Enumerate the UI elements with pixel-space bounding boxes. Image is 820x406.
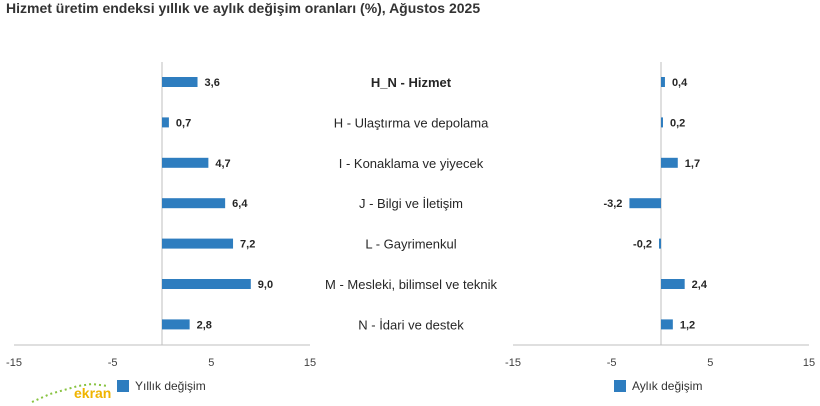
panel-0-bar (162, 77, 198, 87)
panel-0-bar (162, 198, 226, 209)
category-label: J - Bilgi ve İletişim (359, 196, 463, 211)
panel-0-bar (162, 319, 190, 330)
panel-0-data-label: 0,7 (176, 117, 191, 129)
panel-0-bar (162, 157, 209, 168)
category-label: M - Mesleki, bilimsel ve teknik (325, 277, 497, 292)
panel-1-bar (661, 279, 685, 289)
category-label: N - İdari ve destek (358, 317, 464, 332)
category-label: H - Ulaştırma ve depolama (334, 115, 489, 130)
legend-yearly-swatch (117, 380, 129, 392)
panel-0-bar (162, 279, 251, 289)
panel-0-data-label: 9,0 (258, 279, 273, 291)
panel-1-data-label: 1,2 (680, 319, 695, 331)
panel-1-bar (659, 238, 661, 249)
panel-0-bar (162, 117, 169, 128)
panel-1-bar (661, 319, 673, 330)
panel-0-data-label: 7,2 (240, 239, 255, 251)
panel-0-data-label: 4,7 (215, 158, 230, 170)
legend-yearly: Yıllık değişim (117, 379, 206, 393)
panel-1-tick-label: 15 (803, 357, 815, 369)
panel-0-data-label: 6,4 (232, 198, 248, 210)
legend-monthly: Aylık değişim (614, 379, 702, 393)
panel-0-bar (162, 238, 234, 249)
category-label: H_N - Hizmet (371, 75, 452, 90)
panel-1-data-label: 1,7 (685, 158, 700, 170)
panel-0-tick-label: 5 (208, 357, 214, 369)
legend-yearly-label: Yıllık değişim (135, 379, 206, 393)
panel-0-tick-label: -15 (6, 357, 22, 369)
panel-1-data-label: 0,2 (670, 117, 685, 129)
panel-1-bar (629, 198, 661, 209)
panel-0-data-label: 3,6 (205, 77, 220, 89)
legend-monthly-label: Aylık değişim (632, 379, 703, 393)
ekran-logo: ekran (31, 382, 111, 403)
panel-1-bar (661, 157, 678, 168)
panel-1-tick-label: -5 (607, 357, 617, 369)
category-label: L - Gayrimenkul (365, 237, 456, 252)
panel-0-tick-label: 15 (304, 357, 316, 369)
chart-title: Hizmet üretim endeksi yıllık ve aylık de… (6, 0, 481, 16)
panel-1-data-label: -0,2 (633, 239, 652, 251)
panel-1-data-label: 0,4 (672, 77, 688, 89)
category-label: I - Konaklama ve yiyecek (339, 156, 484, 171)
panel-1-tick-label: -15 (505, 357, 521, 369)
panel-0-data-label: 2,8 (197, 319, 212, 331)
panel-1-tick-label: 5 (707, 357, 713, 369)
logo-text: ekran (74, 385, 111, 401)
legend-monthly-swatch (614, 380, 626, 392)
panel-0-tick-label: -5 (108, 357, 118, 369)
panel-1-bar (661, 117, 663, 128)
panel-1-data-label: 2,4 (692, 279, 708, 291)
panel-1-data-label: -3,2 (603, 198, 622, 210)
panel-1-bar (661, 77, 665, 87)
